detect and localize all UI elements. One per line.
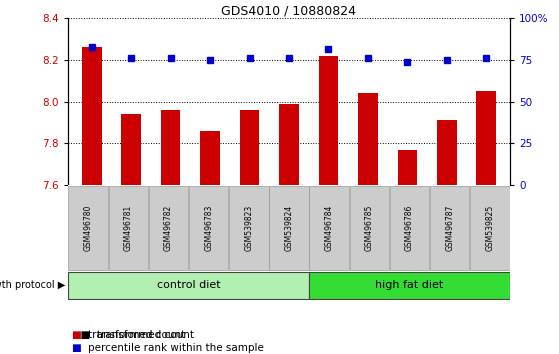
Text: GSM496785: GSM496785: [365, 205, 374, 251]
Text: GSM539825: GSM539825: [485, 205, 494, 251]
Bar: [269, 186, 309, 270]
Text: ■: ■: [71, 330, 80, 340]
Text: GSM496781: GSM496781: [124, 205, 133, 251]
Bar: [358, 93, 378, 185]
Text: GSM496782: GSM496782: [164, 205, 173, 251]
Bar: [397, 149, 417, 185]
Bar: [82, 47, 102, 185]
Bar: [350, 186, 389, 270]
Bar: [108, 186, 148, 270]
Bar: [68, 272, 309, 299]
Bar: [240, 110, 259, 185]
Text: control diet: control diet: [157, 280, 220, 291]
Text: GSM496786: GSM496786: [405, 205, 414, 251]
Bar: [310, 186, 349, 270]
Bar: [200, 131, 220, 185]
Text: growth protocol ▶: growth protocol ▶: [0, 280, 65, 291]
Text: ■  transformed count: ■ transformed count: [74, 330, 193, 340]
Text: transformed count: transformed count: [88, 330, 185, 340]
Text: GSM496780: GSM496780: [84, 205, 93, 251]
Text: high fat diet: high fat diet: [376, 280, 444, 291]
Bar: [437, 120, 457, 185]
Text: percentile rank within the sample: percentile rank within the sample: [88, 343, 263, 353]
Bar: [430, 186, 470, 270]
Text: ■: ■: [71, 343, 80, 353]
Bar: [121, 114, 141, 185]
Text: GSM496784: GSM496784: [325, 205, 334, 251]
Bar: [390, 186, 429, 270]
Bar: [319, 56, 338, 185]
Bar: [189, 186, 228, 270]
Bar: [149, 186, 188, 270]
Text: GSM496783: GSM496783: [204, 205, 213, 251]
Bar: [476, 91, 496, 185]
Text: GSM539824: GSM539824: [285, 205, 293, 251]
Text: GSM539823: GSM539823: [244, 205, 253, 251]
Bar: [229, 186, 268, 270]
Bar: [470, 186, 510, 270]
Bar: [309, 272, 510, 299]
Bar: [161, 110, 181, 185]
Text: GSM496787: GSM496787: [445, 205, 454, 251]
Bar: [68, 186, 108, 270]
Text: GDS4010 / 10880824: GDS4010 / 10880824: [221, 5, 357, 18]
Bar: [279, 104, 299, 185]
